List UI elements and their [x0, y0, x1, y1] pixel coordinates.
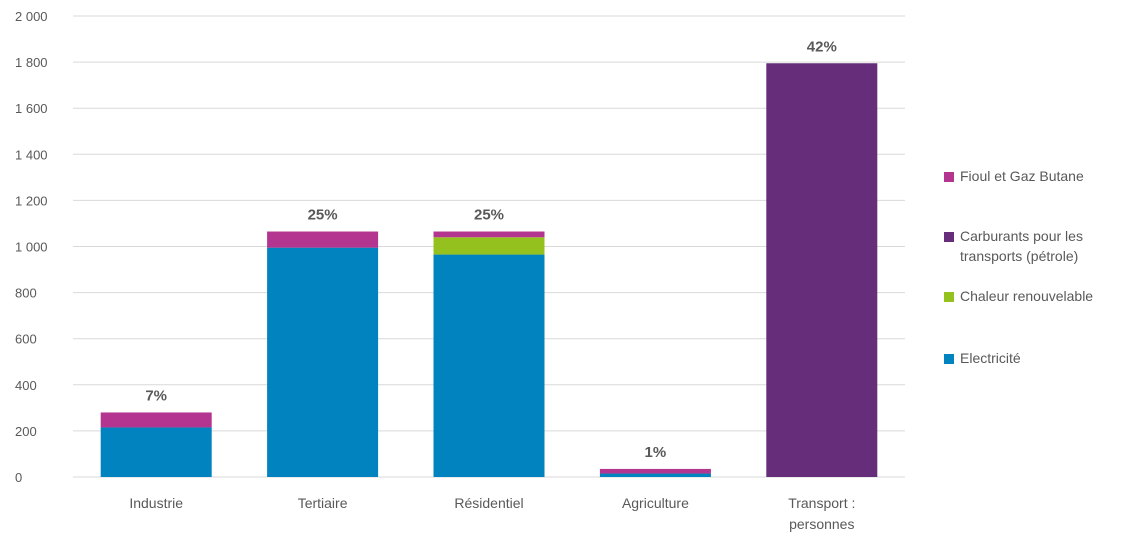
legend-label: Chaleur renouvelable	[960, 288, 1093, 304]
y-tick-label: 1 400	[15, 147, 48, 162]
legend-swatch-icon	[944, 354, 954, 364]
legend-swatch-icon	[944, 232, 954, 242]
legend-label: Carburants pour les transports (pétrole)	[960, 228, 1083, 264]
y-tick-label: 0	[15, 470, 22, 485]
bar-segment	[599, 468, 711, 474]
bars	[100, 63, 878, 477]
legend-item: Electricité	[944, 350, 1021, 366]
y-tick-label: 400	[15, 378, 37, 393]
y-tick-label: 800	[15, 286, 37, 301]
y-tick-label: 2 000	[15, 9, 48, 24]
x-category-label: Agriculture	[622, 495, 689, 511]
x-axis-labels: Industrie Tertiaire Résidentiel Agriculture…	[129, 495, 855, 532]
y-axis-ticks: 0 200 400 600 800 1 000 1 200 1 400 1 600 1 800 2 …	[15, 9, 48, 485]
legend-swatch-icon	[944, 172, 954, 182]
bar-segment	[433, 254, 545, 477]
data-label: 7%	[145, 387, 167, 404]
y-tick-label: 1 200	[15, 193, 48, 208]
y-tick-label: 1 800	[15, 55, 48, 70]
data-label: 1%	[645, 444, 667, 461]
x-category-label: Résidentiel	[454, 495, 523, 511]
legend-item: Carburants pour les transports (pétrole)	[944, 228, 1083, 264]
bar-segment	[267, 247, 379, 477]
legend-item: Chaleur renouvelable	[944, 288, 1093, 304]
bar-segment	[433, 231, 545, 238]
data-label: 42%	[807, 38, 837, 55]
bar-segment	[766, 63, 878, 477]
legend-label: Electricité	[960, 350, 1021, 366]
y-tick-label: 600	[15, 332, 37, 347]
legend-label: Fioul et Gaz Butane	[960, 168, 1084, 184]
bar-segment	[100, 427, 212, 477]
y-tick-label: 200	[15, 424, 37, 439]
bar-segment	[433, 237, 545, 255]
legend: Fioul et Gaz Butane Carburants pour les tr…	[944, 168, 1093, 366]
y-tick-label: 1 600	[15, 101, 48, 116]
x-category-label: Transport : personnes	[788, 495, 855, 532]
data-label: 25%	[308, 207, 338, 224]
bar-segment	[267, 231, 379, 248]
bar-segment	[599, 473, 711, 477]
legend-swatch-icon	[944, 292, 954, 302]
y-tick-label: 1 000	[15, 240, 48, 255]
bar-segment	[100, 412, 212, 428]
data-label: 25%	[474, 207, 504, 224]
data-labels: 7% 25% 25% 1% 42%	[145, 38, 836, 461]
legend-item: Fioul et Gaz Butane	[944, 168, 1084, 184]
x-category-label: Tertiaire	[298, 495, 348, 511]
x-category-label: Industrie	[129, 495, 183, 511]
